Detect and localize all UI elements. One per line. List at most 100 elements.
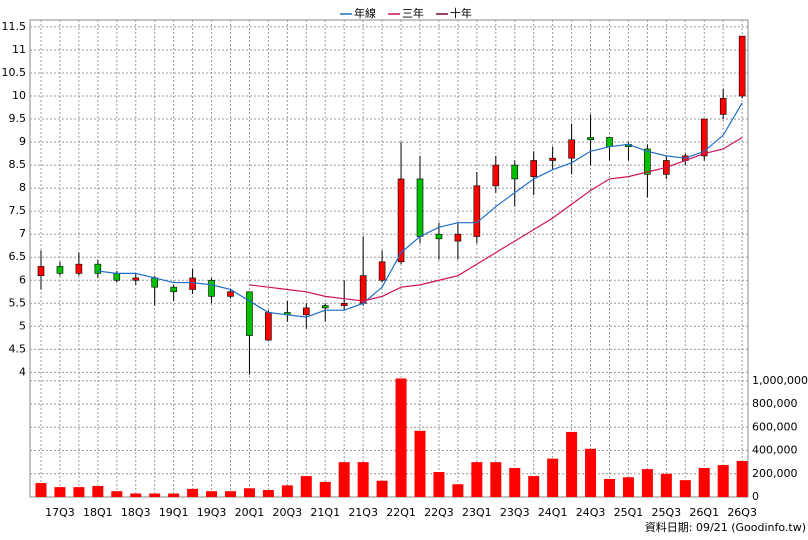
volume-bar xyxy=(319,481,331,497)
candle-body xyxy=(132,277,140,281)
ma-line xyxy=(97,102,743,318)
x-tick-label: 18Q1 xyxy=(83,506,113,519)
plot-area xyxy=(29,19,749,498)
footer: 資料日期: 09/21 (Goodinfo.tw) xyxy=(645,520,806,534)
y-tick-label: 7 xyxy=(19,227,26,240)
candle-body xyxy=(644,148,651,175)
volume-bar xyxy=(414,430,426,497)
x-tick-label: 26Q1 xyxy=(689,506,719,519)
x-tick-label: 23Q3 xyxy=(500,506,530,519)
candle-body xyxy=(378,261,386,281)
x-tick-label: 20Q1 xyxy=(235,506,265,519)
volume-bar xyxy=(660,473,672,497)
volume-bar xyxy=(206,491,218,497)
candle-body xyxy=(530,160,538,177)
candle-body xyxy=(511,164,519,180)
x-tick-label: 22Q3 xyxy=(424,506,454,519)
candle-body xyxy=(227,291,234,297)
candle-body xyxy=(170,286,177,293)
ma-line xyxy=(249,136,743,302)
volume-bar xyxy=(679,480,691,497)
candle-body xyxy=(738,35,746,97)
candle-body xyxy=(94,263,102,274)
candle-body xyxy=(321,305,329,309)
x-tick-label: 23Q1 xyxy=(462,506,492,519)
y-tick-label: 6 xyxy=(19,273,26,286)
volume-bar xyxy=(547,458,559,497)
x-tick-label: 22Q1 xyxy=(386,506,416,519)
y-tick-label: 8.5 xyxy=(9,158,27,171)
volume-bar xyxy=(338,462,350,497)
x-tick-label: 25Q1 xyxy=(614,506,644,519)
y2-tick-label: 600,000 xyxy=(752,420,798,433)
y2-tick-label: 1,000,000 xyxy=(752,374,808,387)
x-tick-label: 26Q3 xyxy=(727,506,757,519)
y-tick-label: 10.5 xyxy=(2,66,27,79)
y-tick-label: 8 xyxy=(19,181,26,194)
volume-bar xyxy=(717,465,729,497)
candle-body xyxy=(700,118,708,157)
candle-body xyxy=(435,233,443,240)
volume-bar xyxy=(376,480,388,497)
volume-bar xyxy=(357,462,369,497)
y2-tick-label: 800,000 xyxy=(752,397,798,410)
y-tick-label: 5 xyxy=(19,319,26,332)
volume-bar xyxy=(262,490,274,497)
volume-bar xyxy=(111,491,123,497)
candle-body xyxy=(492,164,500,187)
volume-bar xyxy=(585,448,597,497)
volume-bar xyxy=(225,491,236,497)
x-tick-label: 17Q3 xyxy=(45,506,75,519)
legend-label: 年線 xyxy=(354,6,376,20)
y2-tick-label: 0 xyxy=(752,490,759,503)
candle-body xyxy=(568,139,575,159)
y-tick-label: 11 xyxy=(12,43,26,56)
volume-bar xyxy=(130,493,142,497)
volume-bar xyxy=(35,483,47,497)
volume-bar xyxy=(698,467,710,497)
volume-bar xyxy=(471,462,483,497)
candle-body xyxy=(246,291,253,336)
candle-body xyxy=(359,275,367,304)
y2-tick-label: 200,000 xyxy=(752,467,798,480)
x-tick-label: 20Q3 xyxy=(273,506,303,519)
candle-body xyxy=(37,266,45,276)
x-tick-label: 21Q1 xyxy=(310,506,340,519)
volume-bar xyxy=(566,431,578,497)
candle-body xyxy=(302,307,310,316)
y-tick-label: 11.5 xyxy=(2,20,27,33)
candle-body xyxy=(265,312,272,341)
y-tick-label: 9.5 xyxy=(9,112,27,125)
volume-bar xyxy=(300,476,312,497)
candle-body xyxy=(473,185,481,237)
x-tick-label: 19Q1 xyxy=(159,506,189,519)
volume-bar xyxy=(395,378,407,497)
x-tick-label: 21Q3 xyxy=(348,506,378,519)
candle-body xyxy=(549,157,556,161)
candle-body xyxy=(416,178,424,237)
volume-bar xyxy=(641,469,653,497)
y-tick-label: 4.5 xyxy=(9,342,27,355)
volume-bar xyxy=(92,485,104,497)
y-tick-label: 6.5 xyxy=(9,250,27,263)
volume-bar xyxy=(452,484,464,497)
candle-body xyxy=(56,266,64,274)
candle-body xyxy=(75,263,83,274)
x-tick-label: 19Q3 xyxy=(197,506,227,519)
legend-label: 十年 xyxy=(450,6,472,20)
volume-bar xyxy=(187,488,199,497)
y-tick-label: 5.5 xyxy=(9,296,27,309)
volume-bar xyxy=(73,487,85,497)
y-tick-label: 4 xyxy=(19,365,26,378)
candle-body xyxy=(113,273,121,281)
y-tick-label: 9 xyxy=(19,135,26,148)
candle-body xyxy=(587,137,594,141)
volume-bar xyxy=(604,478,615,497)
volume-bar xyxy=(168,493,180,497)
x-tick-label: 18Q3 xyxy=(121,506,151,519)
candle-body xyxy=(151,277,158,288)
candle-body xyxy=(719,98,727,115)
volume-bar xyxy=(528,476,540,497)
volume-bar xyxy=(509,467,521,497)
